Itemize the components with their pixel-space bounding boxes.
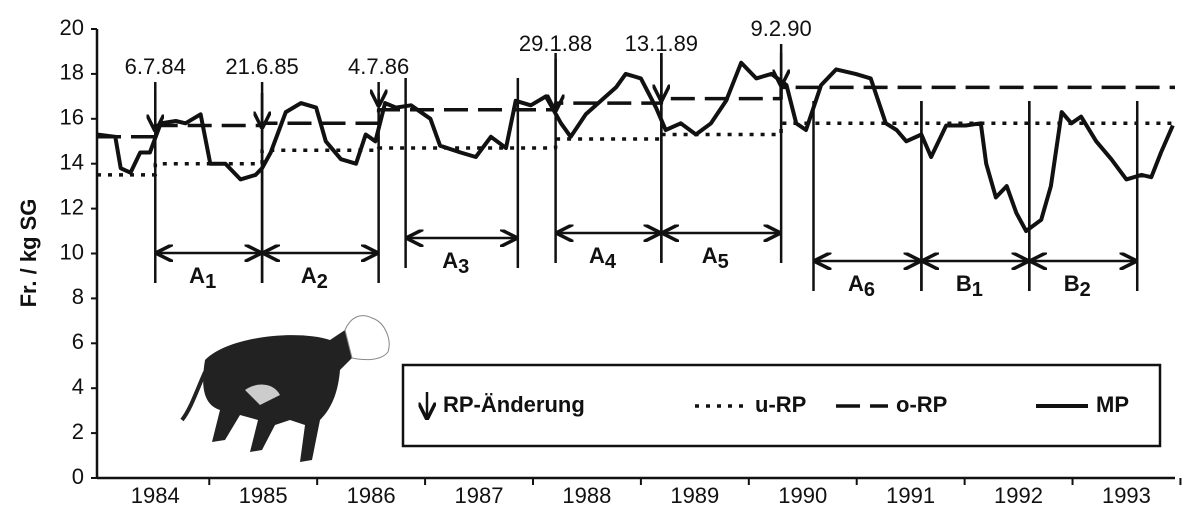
series-line (97, 121, 1175, 177)
y-tick-label: 16 (60, 105, 84, 130)
legend-label: u-RP (755, 392, 806, 417)
period-label-main: A (702, 243, 718, 268)
annotation-label: 6.7.84 (125, 54, 186, 79)
period-label: A1 (189, 263, 216, 293)
y-tick-label: 2 (72, 419, 84, 444)
period-label-main: B (1064, 271, 1080, 296)
period-label-sub: 1 (205, 271, 216, 293)
period-label-sub: 2 (1080, 279, 1091, 301)
period-label-sub: 1 (972, 279, 983, 301)
period-label-main: B (956, 271, 972, 296)
calf-illustration (180, 315, 390, 462)
x-tick-label: 1984 (131, 483, 180, 508)
period-label-main: A (301, 263, 317, 288)
x-tick-label: 1992 (994, 483, 1043, 508)
period-label: A3 (442, 248, 469, 278)
legend-label: o-RP (896, 392, 947, 417)
y-tick-label: 4 (72, 374, 84, 399)
y-tick-label: 10 (60, 239, 84, 264)
period-label-main: A (442, 248, 458, 273)
x-tick-label: 1986 (347, 483, 396, 508)
annotation-label: 4.7.86 (348, 54, 409, 79)
period-label-sub: 5 (718, 251, 729, 273)
y-axis-label: Fr. / kg SG (16, 199, 41, 308)
x-tick-label: 1985 (239, 483, 288, 508)
annotation-label: 29.1.88 (519, 31, 592, 56)
period-label-sub: 4 (605, 251, 617, 273)
x-tick-label: 1988 (562, 483, 611, 508)
x-tick-label: 1987 (455, 483, 504, 508)
period-label: B2 (1064, 271, 1091, 301)
period-label: B1 (956, 271, 983, 301)
legend-label: RP-Änderung (443, 392, 585, 417)
period-label-sub: 2 (317, 271, 328, 293)
annotation-label: 13.1.89 (625, 31, 698, 56)
x-tick-label: 1993 (1102, 483, 1151, 508)
period-label: A5 (702, 243, 729, 273)
period-label: A6 (848, 271, 875, 301)
x-tick-label: 1989 (670, 483, 719, 508)
y-tick-label: 14 (60, 150, 84, 175)
x-tick-label: 1990 (778, 483, 827, 508)
series-line (97, 85, 1175, 139)
annotation-label: 21.6.85 (225, 54, 298, 79)
annotation-label: 9.2.90 (751, 16, 812, 41)
period-label-main: A (848, 271, 864, 296)
y-tick-label: 18 (60, 60, 84, 85)
y-tick-label: 12 (60, 194, 84, 219)
x-tick-label: 1991 (886, 483, 935, 508)
period-label: A4 (589, 243, 617, 273)
period-label: A2 (301, 263, 328, 293)
y-tick-label: 20 (60, 15, 84, 40)
y-tick-label: 6 (72, 329, 84, 354)
period-label-main: A (189, 263, 205, 288)
period-label-sub: 6 (864, 279, 875, 301)
legend-label: MP (1096, 392, 1129, 417)
period-label-sub: 3 (458, 256, 469, 278)
legend-box (401, 363, 1162, 448)
period-label-main: A (589, 243, 605, 268)
y-tick-label: 8 (72, 284, 84, 309)
y-tick-label: 0 (72, 464, 84, 489)
